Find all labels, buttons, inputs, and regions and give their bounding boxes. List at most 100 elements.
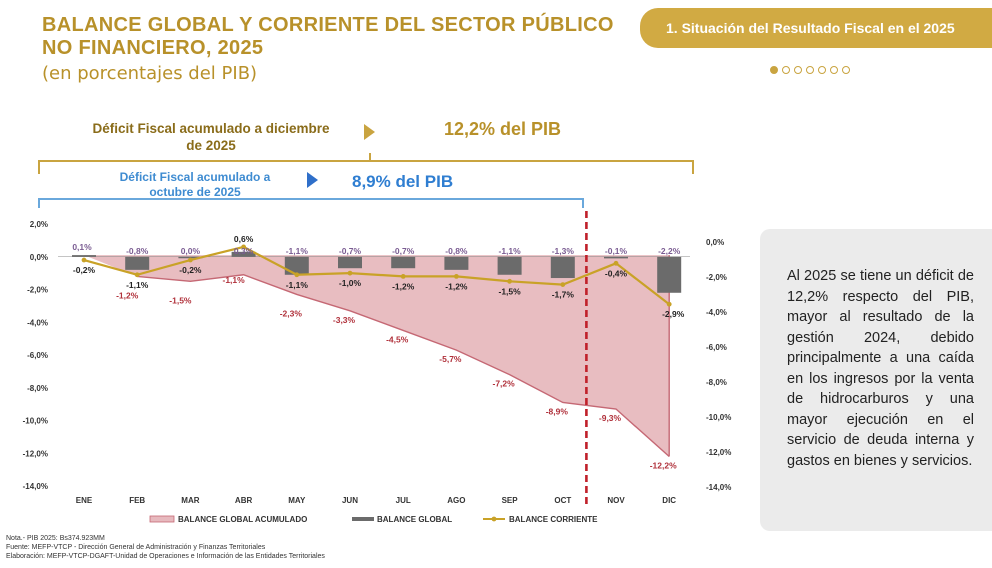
area-balance-global-acumulado (84, 255, 670, 457)
deficit-dic-label: Déficit Fiscal acumulado a diciembre de … (92, 121, 330, 153)
chart-title: BALANCE GLOBAL Y CORRIENTE DEL SECTOR PÚ… (42, 14, 614, 60)
bar-label: -0,8% (445, 246, 468, 256)
legend-swatch-bar (352, 517, 374, 521)
title-line-2: NO FINANCIERO, 2025 (42, 37, 264, 59)
bar-label: -1,1% (498, 246, 521, 256)
area-label: -4,5% (386, 334, 409, 344)
line-label: -1,7% (552, 290, 575, 300)
line-label: -0,2% (179, 265, 202, 275)
category-label: ABR (235, 496, 253, 505)
bar-label: -0,7% (339, 246, 362, 256)
right-axis-tick: 0,0% (706, 238, 724, 247)
left-axis-tick: 0,0% (30, 253, 48, 262)
pager-dot-5[interactable] (818, 66, 826, 74)
side-note-text: Al 2025 se tiene un déficit de 12,2% res… (787, 268, 974, 469)
bar-label: -0,8% (126, 246, 149, 256)
play-arrow-icon (364, 124, 375, 140)
deficit-dic-value: 12,2% del PIB (444, 119, 562, 139)
right-axis-tick: -8,0% (706, 378, 727, 387)
line-balance-corriente (83, 245, 670, 306)
left-axis-tick: -8,0% (27, 384, 48, 393)
left-axis-tick: -4,0% (27, 318, 48, 327)
legend-label-line: BALANCE CORRIENTE (509, 515, 598, 524)
area-label: -8,9% (546, 406, 569, 416)
bracket-december (38, 153, 694, 174)
point-balance-corriente (400, 274, 406, 279)
category-label: FEB (129, 496, 145, 505)
pager-dot-4[interactable] (806, 66, 814, 74)
right-axis-tick: -6,0% (706, 343, 727, 352)
point-balance-corriente (613, 260, 619, 266)
point-balance-corriente (294, 272, 300, 278)
bar-balance-global (338, 256, 362, 269)
bar-balance-global (178, 256, 203, 259)
play-arrow-icon (307, 172, 318, 188)
category-label: ENE (76, 496, 93, 505)
bracket-october (38, 198, 584, 208)
area-label: -2,3% (280, 308, 303, 318)
area-label: -7,2% (492, 379, 515, 389)
left-axis-tick: -6,0% (27, 351, 48, 360)
category-label: SEP (502, 496, 519, 505)
bar-balance-global (550, 256, 575, 279)
bar-label: 0,0% (181, 246, 201, 256)
footer-elaboracion: Elaboración: MEFP-VTCP-DGAFT-Unidad de O… (6, 553, 325, 560)
side-note-box (760, 229, 992, 531)
bar-label: -2,2% (658, 246, 681, 256)
point-balance-corriente (241, 244, 247, 250)
line-label: -1,5% (498, 286, 521, 296)
pager-dot-2[interactable] (782, 66, 790, 74)
point-balance-corriente (347, 270, 353, 276)
left-axis-tick: -14,0% (23, 482, 48, 491)
category-label: DIC (662, 496, 676, 505)
line-label: -1,0% (339, 278, 362, 288)
line-label: -1,1% (126, 280, 149, 290)
category-label: NOV (607, 496, 625, 505)
point-balance-corriente (188, 257, 193, 263)
bar-label: 0,3% (234, 246, 254, 256)
line-label: -0,4% (605, 268, 628, 278)
area-label: -1,2% (116, 290, 139, 300)
pager-dot-3[interactable] (794, 66, 802, 74)
bar-label: -1,3% (552, 246, 575, 256)
line-label: 0,6% (234, 234, 254, 244)
left-axis-tick: -12,0% (23, 449, 48, 458)
category-label: JUN (342, 496, 358, 505)
right-axis-tick: -12,0% (706, 448, 731, 457)
slide-pager[interactable] (770, 66, 850, 74)
point-balance-corriente (560, 282, 566, 287)
line-label: -1,1% (286, 280, 309, 290)
bar-balance-global (284, 256, 309, 275)
bar-label: 0,1% (72, 242, 92, 252)
bar-balance-global (231, 251, 256, 257)
category-label: AGO (447, 496, 465, 505)
left-axis-tick: 2,0% (30, 220, 48, 229)
area-label: -12,2% (650, 461, 677, 471)
footer-notes: Nota.- PIB 2025: Bs374.923MM Fuente: MEF… (6, 534, 325, 561)
area-edge-line (137, 274, 670, 458)
bar-balance-global (444, 256, 469, 270)
line-label: -2,9% (662, 309, 685, 319)
bar-balance-global (72, 255, 96, 257)
section-tab[interactable]: 1. Situación del Resultado Fiscal en el … (640, 8, 992, 48)
area-label: -5,7% (439, 354, 462, 364)
area-label: -3,3% (333, 315, 356, 325)
pager-dot-1[interactable] (770, 66, 778, 74)
left-axis-tick: -2,0% (27, 286, 48, 295)
title-line-1: BALANCE GLOBAL Y CORRIENTE DEL SECTOR PÚ… (42, 14, 614, 36)
bar-label: -1,1% (286, 246, 309, 256)
area-label: -9,3% (599, 413, 622, 423)
chart-subtitle: (en porcentajes del PIB) (42, 63, 258, 84)
right-axis-tick: -10,0% (706, 413, 731, 422)
bar-label: -0,7% (392, 246, 415, 256)
footer-nota: Nota.- PIB 2025: Bs374.923MM (6, 535, 105, 542)
point-balance-corriente (81, 257, 87, 263)
deficit-oct-label: Déficit Fiscal acumulado a octubre de 20… (119, 170, 271, 199)
right-axis-tick: -14,0% (706, 483, 731, 492)
category-label: JUL (396, 496, 411, 505)
footer-fuente: Fuente: MEFP-VTCP - Dirección General de… (6, 544, 266, 551)
line-label: -1,2% (392, 281, 415, 291)
legend-label-bar: BALANCE GLOBAL (377, 515, 452, 524)
pager-dot-7[interactable] (842, 66, 850, 74)
pager-dot-6[interactable] (830, 66, 838, 74)
